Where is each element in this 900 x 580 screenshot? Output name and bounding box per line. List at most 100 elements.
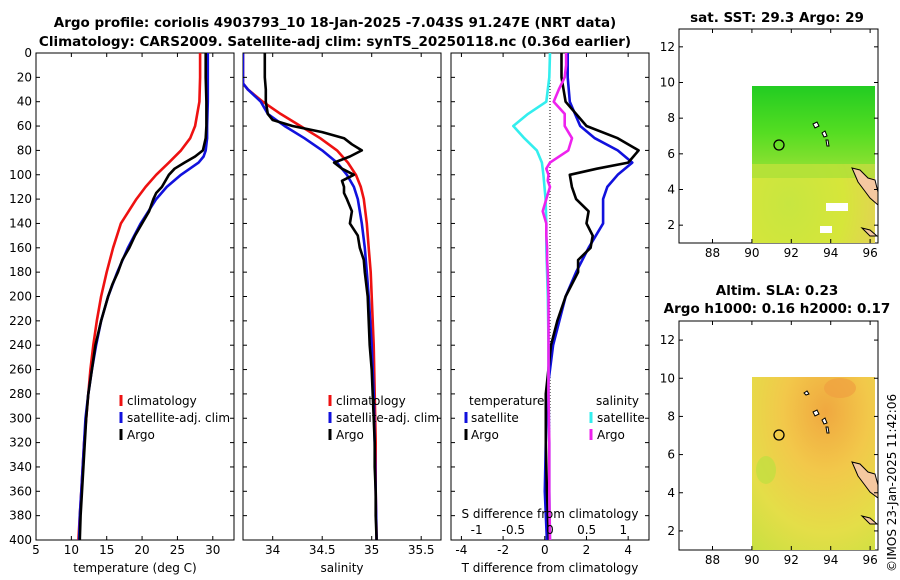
- sst-map-title: sat. SST: 29.3 Argo: 29: [690, 10, 864, 26]
- map-x-tick-label: 90: [744, 246, 759, 260]
- x-tick-label: 25: [170, 543, 185, 557]
- legend-title-temperature: temperature: [469, 394, 544, 408]
- sst-map-field: [746, 86, 878, 243]
- sla-high-patch: [824, 378, 856, 398]
- landmass-island: [860, 227, 878, 237]
- legend-label-temperature-satellite: satellite: [471, 411, 519, 425]
- legend-title-salinity: salinity: [596, 394, 639, 408]
- legend-label-temperature-argo: Argo: [471, 428, 499, 442]
- timestamp: ©IMOS 23-Jan-2025 11:42:06: [885, 394, 899, 572]
- map-x-tick-label: 92: [784, 246, 799, 260]
- series-line-temperature-argo: [544, 53, 640, 540]
- map-x-tick-label: 88: [705, 553, 720, 567]
- temperature-xlabel: temperature (deg C): [73, 561, 196, 575]
- sst-missing-cell: [746, 185, 752, 191]
- x-tick-label: 2: [583, 543, 591, 557]
- series-line-climatology: [243, 53, 378, 540]
- argo-location-marker: [773, 139, 785, 151]
- map-x-tick-label: 88: [705, 246, 720, 260]
- legend-label-argo: Argo: [127, 428, 155, 442]
- map-y-tick-label: 8: [667, 409, 675, 423]
- map-x-tick-label: 94: [823, 553, 838, 567]
- sst-missing-cell: [820, 226, 832, 233]
- x-tick-label: -4: [455, 543, 467, 557]
- map-y-tick-label: 10: [660, 371, 675, 385]
- y-tick-label: 200: [9, 290, 32, 304]
- y-tick-label: 0: [24, 46, 32, 60]
- series-line-argo: [263, 53, 378, 540]
- map-x-tick-label: 96: [862, 246, 877, 260]
- landmass-island: [860, 515, 878, 525]
- x-tick-label: 34.5: [309, 543, 336, 557]
- difference-legend: temperature satellite Argo salinity sate…: [464, 394, 645, 442]
- temperature-legend: climatology satellite-adj. clim Argo: [119, 394, 230, 442]
- legend-label-argo: Argo: [336, 428, 364, 442]
- sst-missing-cell: [826, 203, 848, 211]
- y-tick-label: 300: [9, 411, 32, 425]
- map-y-tick-label: 4: [667, 183, 675, 197]
- y-tick-label: 20: [17, 70, 32, 84]
- islands-nicobar: [812, 121, 830, 147]
- x-tick-label: 35: [364, 543, 379, 557]
- figure-title-line2: Climatology: CARS2009. Satellite-adj cli…: [39, 34, 631, 50]
- x-tick-label: 10: [64, 543, 79, 557]
- y-tick-label: 320: [9, 436, 32, 450]
- y-tick-label: 60: [17, 119, 32, 133]
- y-tick-label: 140: [9, 216, 32, 230]
- map-y-tick-label: 2: [667, 524, 675, 538]
- legend-label-climatology: climatology: [336, 394, 406, 408]
- y-tick-label: 40: [17, 95, 32, 109]
- argo-location-marker: [773, 429, 785, 441]
- salinity-panel: 34 34.5 35 35.5 salinity climatology satell…: [242, 52, 442, 575]
- map-x-tick-label: 94: [823, 246, 838, 260]
- landmass-sumatra: [851, 167, 878, 206]
- sst-field-band: [752, 164, 875, 178]
- series-line-argo: [78, 53, 208, 540]
- map-x-tick-label: 96: [862, 553, 877, 567]
- y-tick-label: 180: [9, 265, 32, 279]
- t-difference-xlabel: T difference from climatology: [461, 561, 639, 575]
- sla-map-subtitle: Argo h1000: 0.16 h2000: 0.17: [664, 301, 891, 317]
- x-tick-label: 34: [265, 543, 280, 557]
- map-y-tick-label: 12: [660, 333, 675, 347]
- x-tick-label: 35.5: [408, 543, 435, 557]
- sla-map-panel: 88 90 92 94 96 2 4 6 8 10 12: [660, 320, 879, 567]
- legend-label-salinity-argo: Argo: [597, 428, 625, 442]
- top-x-tick-label: 1: [620, 523, 628, 537]
- salinity-legend: climatology satellite-adj. clim Argo: [328, 394, 439, 442]
- y-tick-label: 100: [9, 168, 32, 182]
- x-tick-label: -2: [497, 543, 509, 557]
- top-x-tick-label: -0.5: [502, 523, 525, 537]
- sla-map-title: Altim. SLA: 0.23: [716, 283, 838, 299]
- y-tick-label: 260: [9, 363, 32, 377]
- legend-label-satellite-adj: satellite-adj. clim: [127, 411, 230, 425]
- y-tick-label: 220: [9, 314, 32, 328]
- x-tick-label: 5: [32, 543, 40, 557]
- map-y-tick-label: 10: [660, 76, 675, 90]
- legend-label-salinity-satellite: satellite: [597, 411, 645, 425]
- salinity-axes-box: [242, 52, 442, 541]
- landmass-sumatra: [851, 461, 878, 499]
- x-tick-label: 4: [624, 543, 632, 557]
- map-y-tick-label: 6: [667, 448, 675, 462]
- map-x-tick-label: 92: [784, 553, 799, 567]
- y-tick-label: 240: [9, 338, 32, 352]
- x-tick-label: 30: [205, 543, 220, 557]
- difference-panel: -4 -2 0 2 4 -1 -0.5 0 0.5 1 S difference from cl…: [450, 52, 650, 575]
- x-tick-label: 0: [541, 543, 549, 557]
- islands-nicobar: [803, 390, 830, 434]
- sla-map-field: [752, 377, 878, 550]
- top-x-tick-label: 0: [546, 523, 554, 537]
- figure-title-line1: Argo profile: coriolis 4903793_10 18-Jan…: [54, 15, 616, 31]
- map-y-tick-label: 12: [660, 40, 675, 54]
- y-tick-label: 360: [9, 484, 32, 498]
- top-x-tick-label: 0.5: [577, 523, 596, 537]
- map-y-tick-label: 8: [667, 111, 675, 125]
- y-tick-label: 120: [9, 192, 32, 206]
- sst-map-panel: 88 90 92 94 96 2 4 6 8 10 12: [660, 28, 879, 260]
- series-line-salinity-argo: [541, 53, 574, 540]
- y-tick-label: 160: [9, 241, 32, 255]
- x-tick-label: 20: [134, 543, 149, 557]
- map-x-tick-label: 90: [744, 553, 759, 567]
